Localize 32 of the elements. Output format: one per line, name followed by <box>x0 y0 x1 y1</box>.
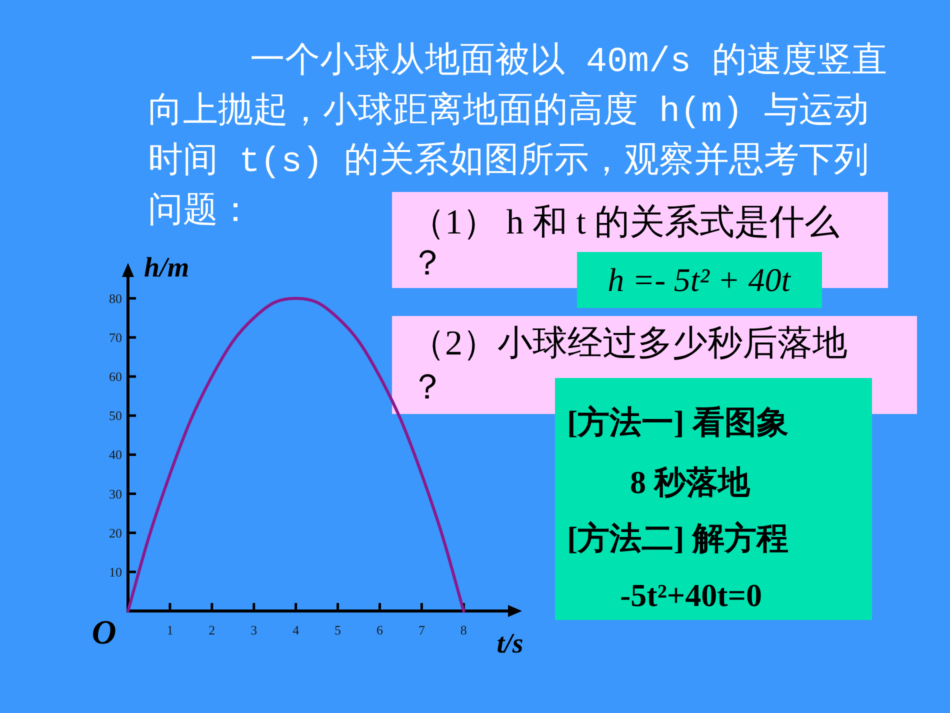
annotation: O <box>92 614 116 652</box>
annotation: （1） h 和 t 的关系式是什么 <box>410 202 840 242</box>
title: 向上抛起，小球距离地面的高度 h(m) 与运动 <box>148 92 870 132</box>
annotation: ？ <box>410 368 445 406</box>
x-tick-label: 5 <box>334 622 342 638</box>
y-axis-title: h/m <box>144 252 190 284</box>
annotation: [方法一] 看图象 <box>567 404 788 440</box>
x-axis-title: t/s <box>496 628 524 660</box>
x-tick-label: 7 <box>418 622 426 638</box>
title: 问题： <box>148 192 253 232</box>
x-tick-label: 6 <box>376 622 384 638</box>
annotation: ？ <box>410 244 445 282</box>
y-tick-label: 60 <box>109 369 122 384</box>
title: 时间 t(s) 的关系如图所示，观察并思考下列 <box>148 142 870 182</box>
x-tick-label: 4 <box>292 622 300 638</box>
annotation: h =- 5t² + 40t <box>608 263 790 299</box>
y-tick-label: 30 <box>109 486 122 502</box>
annotation: （2）小球经过多少秒后落地 <box>410 324 848 362</box>
x-tick-label: 1 <box>166 622 174 638</box>
x-tick-label: 8 <box>460 622 467 638</box>
y-tick-label: 80 <box>109 290 122 306</box>
annotation: [方法二] 解方程 <box>567 520 788 556</box>
title: 一个小球从地面被以 40m/s 的速度竖直 <box>250 42 888 82</box>
x-tick-label: 3 <box>250 622 258 638</box>
y-tick-label: 70 <box>109 330 122 345</box>
y-tick-label: 20 <box>109 525 122 540</box>
annotation: 8 秒落地 <box>630 464 750 500</box>
x-tick-label: 2 <box>208 622 216 638</box>
y-tick-label: 40 <box>109 447 122 462</box>
annotation: -5t²+40t=0 <box>620 577 762 613</box>
y-tick-label: 10 <box>109 564 122 580</box>
y-tick-label: 50 <box>109 408 122 424</box>
